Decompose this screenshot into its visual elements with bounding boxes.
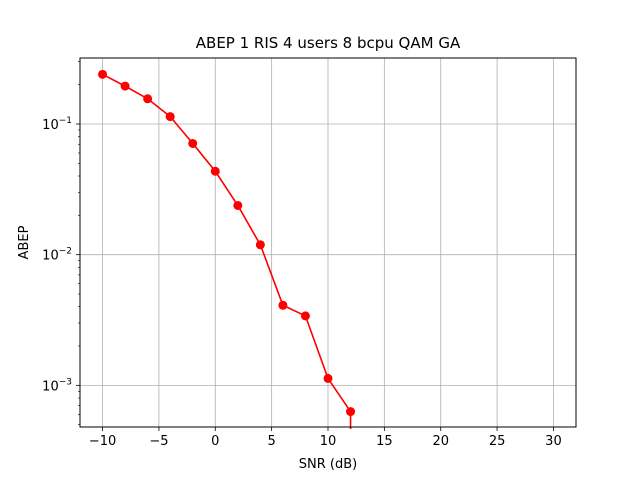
x-tick-label: 25 (489, 434, 506, 449)
data-point (346, 407, 356, 417)
y-tick-label: 10−2 (42, 247, 72, 264)
x-tick-label: 30 (545, 434, 562, 449)
y-axis-label: ABEP (17, 225, 32, 259)
series-line (102, 73, 352, 429)
data-point (120, 81, 130, 91)
data-point (188, 138, 198, 148)
data-point (165, 112, 175, 122)
x-axis-label: SNR (dB) (299, 457, 357, 472)
data-point (143, 94, 153, 104)
x-tick-label: 15 (376, 434, 393, 449)
x-tick-label: 5 (267, 434, 275, 449)
data-point (255, 240, 265, 250)
data-point (98, 69, 108, 79)
x-tick-label: −5 (149, 434, 168, 449)
x-tick-label: 10 (320, 434, 337, 449)
y-tick-label: 10−1 (42, 116, 72, 133)
data-point (233, 200, 243, 210)
plot-area (98, 69, 356, 429)
data-point (278, 300, 288, 310)
x-axis: −10 −5 0 5 10 15 20 25 30 (89, 427, 562, 449)
x-tick-label: −10 (89, 434, 116, 449)
x-tick-label: 0 (211, 434, 219, 449)
chart-title: ABEP 1 RIS 4 users 8 bcpu QAM GA (196, 34, 461, 52)
y-axis: 10−3 10−2 10−1 (42, 61, 80, 425)
grid-lines (80, 58, 576, 427)
x-tick-label: 20 (432, 434, 449, 449)
data-point (300, 311, 310, 321)
y-tick-label: 10−3 (42, 377, 72, 394)
data-point (323, 373, 333, 383)
data-point (210, 166, 220, 176)
